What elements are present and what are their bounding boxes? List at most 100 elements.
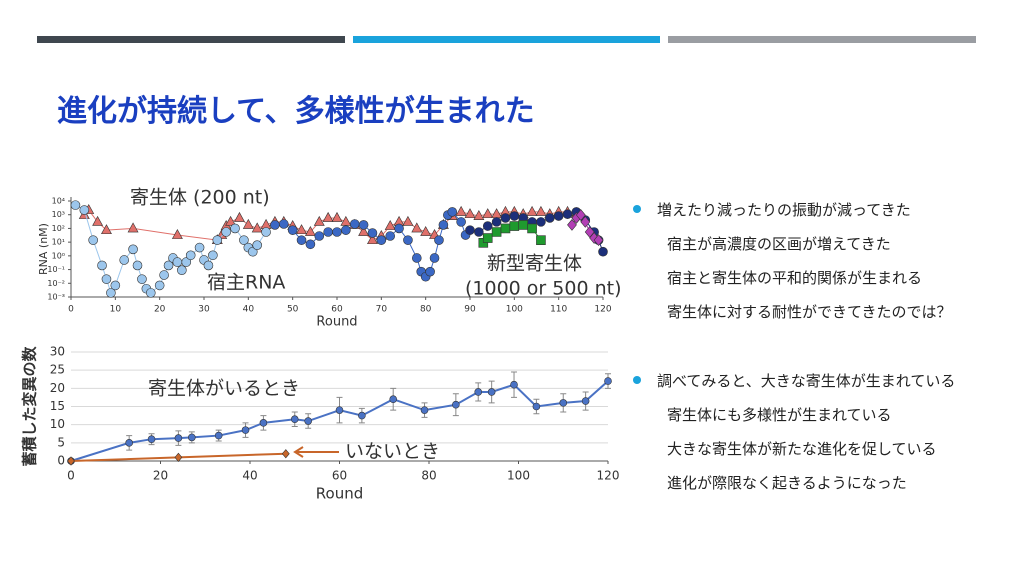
x-tick-label: 80: [421, 469, 436, 483]
data-point: [251, 222, 263, 233]
data-point: [203, 260, 214, 271]
data-point: [79, 205, 90, 215]
label-arrow: [293, 446, 339, 458]
data-point: [474, 388, 483, 396]
data-point: [434, 235, 444, 245]
data-point: [212, 235, 223, 245]
y-tick-label: 15: [50, 399, 65, 413]
data-point: [559, 399, 568, 407]
sub-bullet-text: 寄生体に対する耐性ができてきたのでは？: [667, 303, 952, 321]
x-tick-label: 50: [287, 305, 299, 315]
x-tick-label: 30: [198, 305, 210, 315]
data-point: [593, 234, 604, 247]
data-point: [177, 265, 187, 275]
x-axis-label: Round: [316, 485, 363, 503]
data-point: [146, 288, 156, 298]
data-point: [154, 280, 165, 291]
x-axis-label: Round: [316, 315, 357, 330]
data-point: [482, 208, 494, 219]
data-point: [313, 215, 325, 226]
y-tick-label: 10⁰: [52, 251, 65, 260]
bullet-dot: [633, 376, 641, 384]
data-point: [163, 260, 174, 271]
data-point: [281, 449, 290, 459]
x-tick-label: 80: [420, 305, 432, 315]
x-tick-label: 120: [597, 469, 620, 483]
data-point: [580, 216, 591, 228]
data-point: [420, 406, 429, 414]
data-point: [465, 225, 475, 235]
y-tick-label: 10: [50, 417, 65, 431]
data-point: [171, 229, 183, 239]
data-point: [438, 220, 449, 230]
data-point: [208, 250, 218, 261]
data-point: [127, 222, 139, 233]
x-tick-label: 120: [594, 305, 611, 315]
data-point: [491, 217, 502, 227]
x-tick-label: 10: [110, 305, 122, 315]
data-point: [181, 257, 192, 267]
data-point: [70, 200, 81, 210]
y-tick-label: 25: [50, 363, 65, 377]
series-line: [70, 380, 609, 462]
data-point: [535, 205, 547, 216]
data-point: [349, 219, 360, 229]
data-point: [341, 225, 351, 235]
data-point: [567, 219, 577, 231]
top-bar: [37, 36, 345, 43]
data-point: [411, 253, 422, 263]
sub-bullet-text: 大きな寄生体が新たな進化を促している: [667, 440, 937, 458]
top-bar: [668, 36, 976, 43]
data-point: [536, 235, 546, 245]
data-point: [194, 242, 205, 253]
data-point: [214, 431, 223, 440]
y-tick-label: 10¹: [52, 238, 65, 247]
data-point: [455, 205, 467, 216]
data-point: [473, 210, 485, 220]
data-point: [147, 435, 156, 444]
data-point: [575, 209, 586, 221]
sub-bullet-text: 宿主と寄生体の平和的関係が生まれる: [667, 269, 923, 287]
y-tick-label: 10²: [52, 224, 65, 233]
x-tick-label: 40: [242, 469, 257, 483]
data-point: [491, 227, 502, 237]
data-point: [225, 215, 237, 226]
data-point: [420, 225, 432, 236]
data-point: [174, 452, 183, 463]
x-tick-label: 70: [376, 305, 388, 315]
data-point: [456, 217, 466, 227]
data-point: [425, 266, 435, 277]
data-point: [278, 219, 289, 229]
data-point: [553, 211, 564, 221]
data-point: [67, 456, 75, 466]
data-point: [304, 417, 312, 425]
series-label: 新型寄生体: [487, 253, 582, 275]
data-point: [92, 215, 104, 226]
x-tick-label: 0: [67, 469, 75, 483]
top-bar: [353, 36, 660, 43]
data-point: [261, 227, 271, 237]
data-point: [532, 402, 541, 411]
data-point: [482, 233, 493, 243]
data-point: [510, 380, 518, 389]
data-point: [174, 434, 183, 442]
data-point: [137, 274, 147, 284]
data-point: [394, 223, 404, 234]
data-point: [97, 260, 107, 271]
data-point: [487, 388, 496, 396]
data-point: [389, 395, 398, 404]
annotation: (1000 or 500 nt): [465, 278, 622, 300]
data-point: [527, 223, 537, 234]
sub-bullet-text: 宿主が高濃度の区画が増えてきた: [667, 235, 891, 253]
y-axis-label: RNA (nM): [37, 223, 50, 275]
y-tick-label: 10⁻¹: [47, 265, 65, 274]
data-point: [335, 406, 344, 414]
data-point: [598, 246, 608, 257]
series-label: 宿主RNA: [207, 272, 285, 294]
y-tick-label: 30: [50, 345, 65, 359]
data-point: [358, 411, 366, 420]
data-point: [119, 255, 129, 265]
data-point: [172, 257, 183, 267]
bullet-dot: [633, 205, 641, 213]
data-point: [526, 205, 538, 216]
